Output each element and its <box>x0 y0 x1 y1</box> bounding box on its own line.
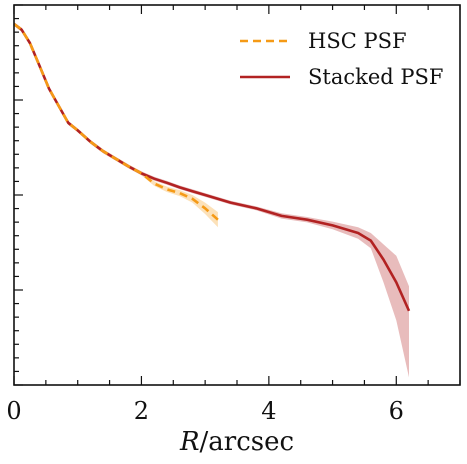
legend: HSC PSF Stacked PSF <box>240 29 443 89</box>
x-axis-label-unit: /arcsec <box>200 427 295 457</box>
x-tick-label: 6 <box>389 397 404 425</box>
legend-label-hsc-psf: HSC PSF <box>308 29 407 53</box>
x-tick-label: 2 <box>134 397 149 425</box>
axis-ticks <box>13 4 461 386</box>
band-hsc-psf <box>14 22 218 228</box>
x-tick-labels: 0 2 4 6 <box>6 397 404 425</box>
uncertainty-bands <box>14 22 409 378</box>
plot-frame <box>13 4 461 386</box>
series-lines <box>13 22 411 312</box>
x-axis-label-symbol: R <box>179 427 200 457</box>
x-tick-label: 0 <box>6 397 21 425</box>
legend-label-stacked-psf: Stacked PSF <box>308 65 443 89</box>
x-axis-label: R/arcsec <box>179 427 294 457</box>
x-tick-label: 4 <box>261 397 276 425</box>
line-hsc-psf <box>13 22 219 221</box>
